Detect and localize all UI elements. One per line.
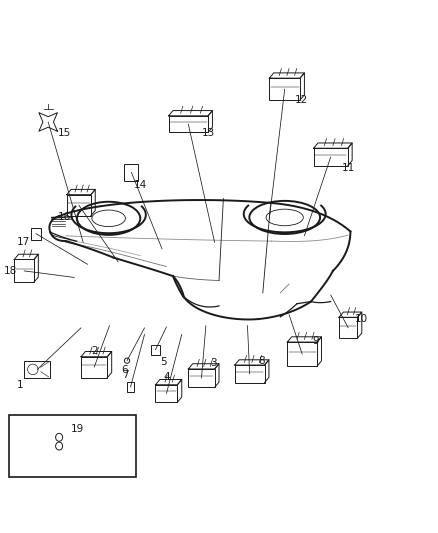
Text: 3: 3 [210, 358, 217, 368]
Bar [124, 164, 138, 181]
Bar [24, 361, 50, 378]
Text: 7: 7 [122, 370, 129, 379]
Text: 2: 2 [91, 345, 98, 356]
Bar [155, 385, 177, 402]
Bar [67, 195, 91, 216]
Text: 13: 13 [201, 128, 215, 138]
Text: 12: 12 [295, 95, 308, 105]
Text: 5: 5 [160, 357, 167, 367]
Bar [31, 228, 41, 240]
Text: 18: 18 [4, 266, 17, 276]
Bar [14, 260, 34, 282]
Text: 14: 14 [134, 180, 147, 190]
Text: 17: 17 [17, 237, 30, 247]
Bar [169, 116, 208, 133]
Text: 4: 4 [163, 372, 170, 382]
Text: 10: 10 [355, 314, 368, 324]
Bar [9, 415, 136, 477]
Text: 16: 16 [58, 213, 71, 222]
Text: 15: 15 [58, 128, 71, 138]
Text: 1: 1 [16, 379, 23, 390]
Text: 11: 11 [342, 163, 355, 173]
Bar [127, 382, 134, 392]
Text: 6: 6 [121, 365, 128, 375]
Text: 9: 9 [312, 336, 319, 346]
Bar [269, 78, 300, 100]
Bar [287, 342, 317, 366]
Bar [81, 357, 107, 378]
Bar [151, 345, 160, 354]
Bar [339, 317, 357, 338]
Text: 19: 19 [71, 424, 84, 433]
Bar [235, 365, 265, 383]
Text: 8: 8 [258, 356, 265, 366]
Bar [314, 148, 348, 166]
Bar [188, 369, 215, 387]
